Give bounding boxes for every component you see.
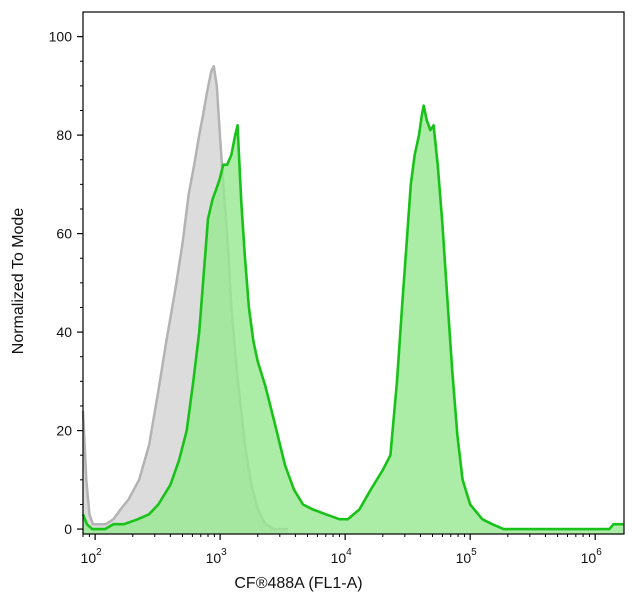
plot-frame bbox=[82, 11, 625, 535]
y-tick-label: 20 bbox=[56, 423, 72, 439]
x-axis-title: CF®488A (FL1-A) bbox=[234, 575, 362, 592]
y-tick-label: 40 bbox=[56, 324, 72, 340]
x-tick-label: 105 bbox=[456, 547, 478, 566]
y-tick-label: 80 bbox=[56, 127, 72, 143]
y-tick-label: 100 bbox=[49, 29, 73, 45]
series-2-area bbox=[83, 105, 624, 534]
x-tick-label: 104 bbox=[331, 547, 353, 566]
y-tick-label: 60 bbox=[56, 226, 72, 242]
series-2-line bbox=[81, 104, 624, 531]
y-axis-title: Normalized To Mode bbox=[10, 208, 27, 355]
x-tick-label: 102 bbox=[81, 547, 103, 566]
y-tick-label: 0 bbox=[64, 521, 72, 537]
x-tick-label: 106 bbox=[581, 547, 603, 566]
axes-layer: 0 20 40 60 80 100 102 103 104 105 106 bbox=[49, 29, 603, 566]
x-tick-label: 103 bbox=[206, 547, 228, 566]
series-layer bbox=[81, 64, 624, 534]
